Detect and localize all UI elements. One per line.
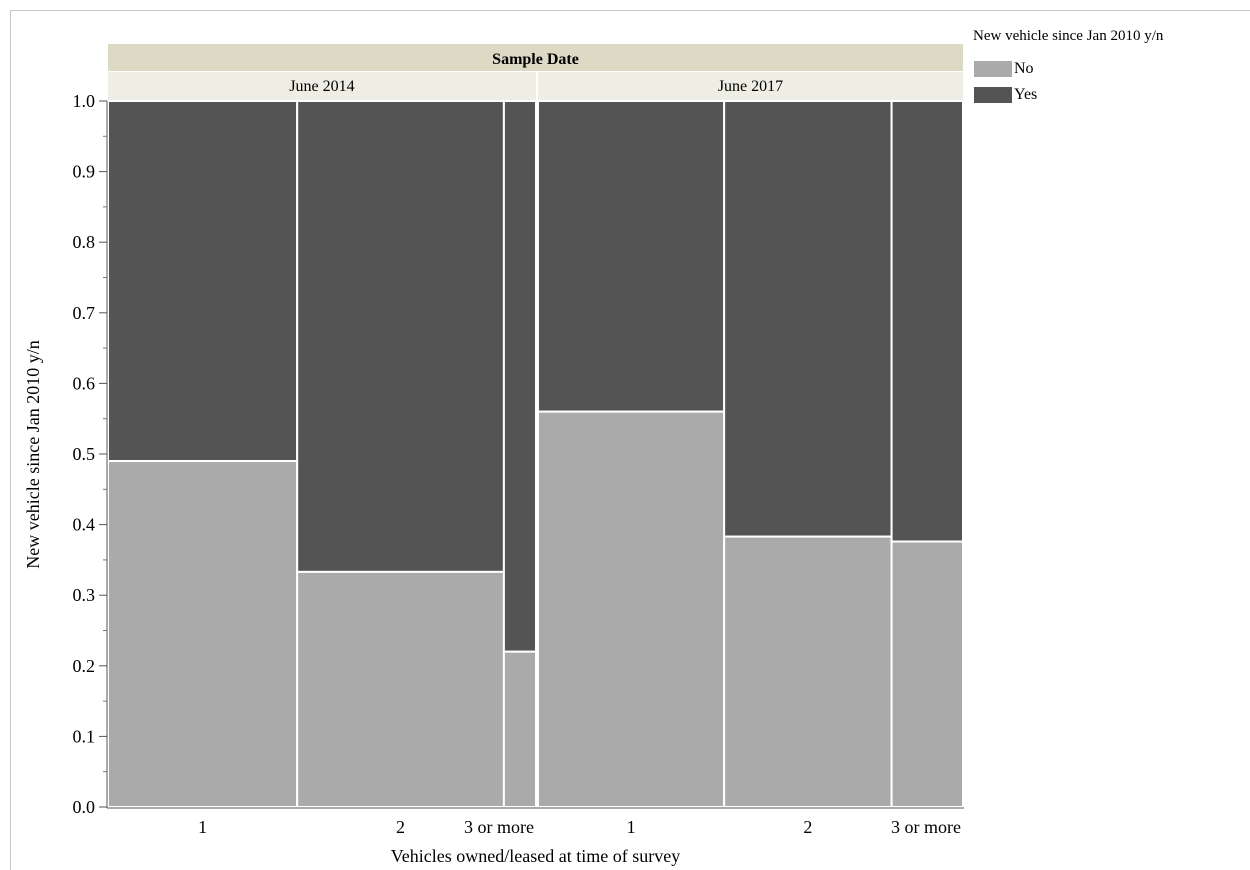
panel-label-2: June 2017 [718, 78, 783, 95]
x-tick-label-panel2-1: 1 [627, 817, 636, 837]
legend-label-no: No [1014, 60, 1034, 77]
bar-yes-panel2-1 [537, 100, 726, 413]
y-tick-label-10: 1.0 [73, 91, 96, 111]
y-tick-label-7: 0.7 [73, 303, 96, 323]
bar-no-panel2-2 [723, 535, 893, 808]
y-tick-label-5: 0.5 [73, 444, 96, 464]
facet-header-label: Sample Date [492, 51, 579, 68]
legend-item-yes: Yes [974, 86, 1037, 104]
y-tick-label-0: 0.0 [73, 797, 96, 817]
panel-label-1: June 2014 [289, 78, 354, 95]
bar-no-panel2-3 [890, 540, 964, 808]
panel-header-divider [536, 72, 538, 100]
panel-header-1 [108, 72, 536, 100]
x-tick-label-panel2-3: 3 or more [891, 817, 961, 837]
bar-yes-panel1-3 [502, 100, 537, 653]
panel-header-2 [538, 72, 963, 100]
y-tick-label-9: 0.9 [73, 162, 96, 182]
x-tick-label-panel2-2: 2 [803, 817, 812, 837]
y-axis-title: New vehicle since Jan 2010 y/n [23, 340, 43, 568]
x-axis-title: Vehicles owned/leased at time of survey [391, 846, 680, 866]
bar-yes-panel2-3 [890, 100, 964, 543]
y-tick-label-8: 0.8 [73, 232, 96, 252]
y-tick-label-1: 0.1 [73, 726, 96, 746]
y-tick-label-6: 0.6 [73, 373, 96, 393]
y-tick-label-2: 0.2 [73, 656, 96, 676]
y-tick-label-4: 0.4 [73, 515, 96, 535]
legend-swatch-yes [974, 87, 1012, 103]
legend-label-yes: Yes [1014, 86, 1038, 103]
y-tick-label-3: 0.3 [73, 585, 96, 605]
chart-frame [10, 10, 1250, 870]
x-tick-label-panel1-1: 1 [198, 817, 207, 837]
legend-swatch-no [974, 61, 1012, 77]
bar-yes-panel1-1 [107, 100, 299, 463]
bar-no-panel1-3 [502, 650, 537, 808]
bar-no-panel2-1 [537, 410, 726, 808]
bar-yes-panel2-2 [723, 100, 893, 538]
x-tick-label-panel1-2: 2 [396, 817, 405, 837]
bar-yes-panel1-2 [296, 100, 505, 573]
facet-header-bar [108, 44, 963, 71]
bar-no-panel1-2 [296, 570, 505, 808]
legend-title: New vehicle since Jan 2010 y/n [973, 28, 1164, 44]
x-tick-label-panel1-3: 3 or more [464, 817, 534, 837]
panel-gap [536, 101, 538, 808]
bar-no-panel1-1 [107, 460, 299, 808]
legend-item-no: No [974, 60, 1034, 78]
